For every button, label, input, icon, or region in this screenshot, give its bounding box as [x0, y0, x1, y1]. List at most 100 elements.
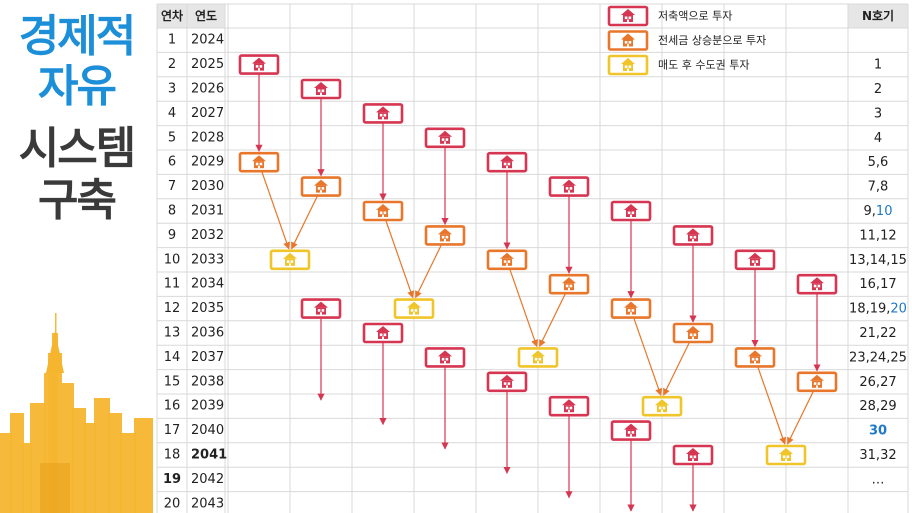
house-icon-savings: [672, 225, 714, 246]
flow-arrow: [509, 269, 539, 348]
house-icon-jeonse: [238, 151, 280, 173]
cell-house-no: 5,6: [868, 155, 889, 170]
cell-year-index: 13: [164, 326, 181, 341]
cell-house-no: 9,10: [864, 204, 893, 219]
house-icon-jeonse: [610, 298, 652, 319]
house-icon-sell: [393, 298, 435, 319]
house-icon-savings: [486, 371, 528, 393]
house-icon-savings: [486, 151, 528, 173]
house-icon-jeonse: [734, 347, 776, 368]
cell-year-index: 14: [164, 350, 181, 365]
flow-arrow: [415, 245, 442, 299]
header-year: 연도: [195, 8, 217, 23]
cell-year-index: 1: [168, 33, 176, 48]
cell-house-no: 7,8: [868, 179, 889, 194]
house-icon-savings: [672, 444, 714, 466]
flow-arrow: [291, 196, 318, 250]
house-icon-jeonse: [672, 322, 714, 344]
cell-year-index: 11: [164, 277, 181, 292]
house-icon-sell: [641, 395, 683, 417]
title-line-1: 경제적: [18, 11, 136, 62]
house-icon-jeonse: [300, 176, 342, 197]
house-icon-jeonse: [796, 371, 838, 393]
house-icon-sell: [269, 249, 311, 271]
cell-year: 2031: [191, 204, 224, 219]
table-grid: [156, 3, 909, 513]
cell-year-index: 17: [164, 423, 181, 438]
house-icon-savings: [548, 395, 590, 417]
house-layer: [238, 54, 838, 466]
cell-house-no: 21,22: [859, 326, 896, 341]
cell-house-no: 30: [869, 423, 887, 438]
cell-year: 2039: [191, 399, 224, 414]
house-icon-savings: [362, 103, 404, 124]
house-icon-sell: [765, 444, 807, 466]
cell-year: 2032: [191, 228, 224, 243]
cell-house-no: 18,19,20: [849, 301, 907, 316]
house-icon-savings: [300, 78, 342, 100]
cell-house-no: 1: [874, 57, 882, 72]
legend-house-icon: [607, 5, 649, 27]
cell-year-index: 4: [168, 106, 176, 121]
cell-house-no: …: [872, 472, 885, 487]
cell-year-index: 19: [163, 472, 181, 487]
cell-year: 2040: [191, 423, 224, 438]
cell-year: 2043: [191, 496, 224, 511]
house-icon-jeonse: [548, 273, 590, 295]
house-icon-savings: [548, 176, 590, 197]
cell-year: 2035: [191, 301, 224, 316]
cell-house-no: 28,29: [859, 399, 896, 414]
cell-house-no: 31,32: [859, 448, 896, 463]
flow-arrow: [663, 342, 690, 396]
cell-house-no: 11,12: [859, 228, 896, 243]
arrow-layer: [255, 74, 821, 512]
cell-house-no: 4: [874, 130, 882, 145]
cell-year-index: 10: [164, 252, 181, 267]
house-icon-savings: [238, 54, 280, 75]
cell-house-no: 3: [874, 106, 882, 121]
cell-year-index: 2: [168, 57, 176, 72]
cell-year: 2033: [191, 252, 224, 267]
cell-year: 2028: [191, 130, 224, 145]
legend-house-icon: [607, 54, 649, 76]
cell-year: 2029: [191, 155, 224, 170]
house-icon-savings: [424, 347, 466, 368]
cell-year: 2042: [191, 472, 224, 487]
house-icon-savings: [300, 298, 342, 319]
legend-label: 전세금 상승분으로 투자: [658, 34, 766, 47]
title-panel: 경제적 자유 시스템 구축: [0, 0, 153, 513]
cell-year: 2041: [191, 448, 227, 463]
cell-year-index: 5: [168, 130, 176, 145]
cell-year: 2025: [191, 57, 224, 72]
legend-label: 매도 후 수도권 투자: [658, 59, 749, 72]
cell-year: 2034: [191, 277, 224, 292]
title-line-2: 자유: [38, 61, 117, 112]
cell-year: 2038: [191, 374, 224, 389]
title-line-3: 시스템: [18, 123, 136, 174]
cell-year-index: 18: [164, 448, 181, 463]
cell-year-index: 12: [164, 301, 181, 316]
cell-year: 2036: [191, 326, 224, 341]
cell-year: 2030: [191, 179, 224, 194]
header-year-index: 연차: [161, 8, 183, 23]
flow-arrow: [261, 172, 291, 250]
house-icon-savings: [610, 420, 652, 441]
cell-year-index: 8: [168, 204, 176, 219]
cell-house-no: 26,27: [859, 374, 896, 389]
cell-year: 2026: [191, 82, 224, 97]
cell-house-no: 2: [874, 82, 882, 97]
legend-label: 저축액으로 투자: [658, 10, 732, 23]
house-icon-jeonse: [362, 200, 404, 222]
title-line-4: 구축: [38, 175, 117, 226]
house-icon-sell: [517, 347, 559, 368]
flow-arrow: [787, 391, 814, 445]
house-icon-jeonse: [424, 225, 466, 246]
flow-arrow: [385, 220, 415, 299]
cell-house-no: 13,14,15: [849, 252, 907, 267]
legend-house-icon: [607, 30, 649, 51]
house-icon-savings: [796, 273, 838, 295]
cell-year-index: 16: [164, 399, 181, 414]
